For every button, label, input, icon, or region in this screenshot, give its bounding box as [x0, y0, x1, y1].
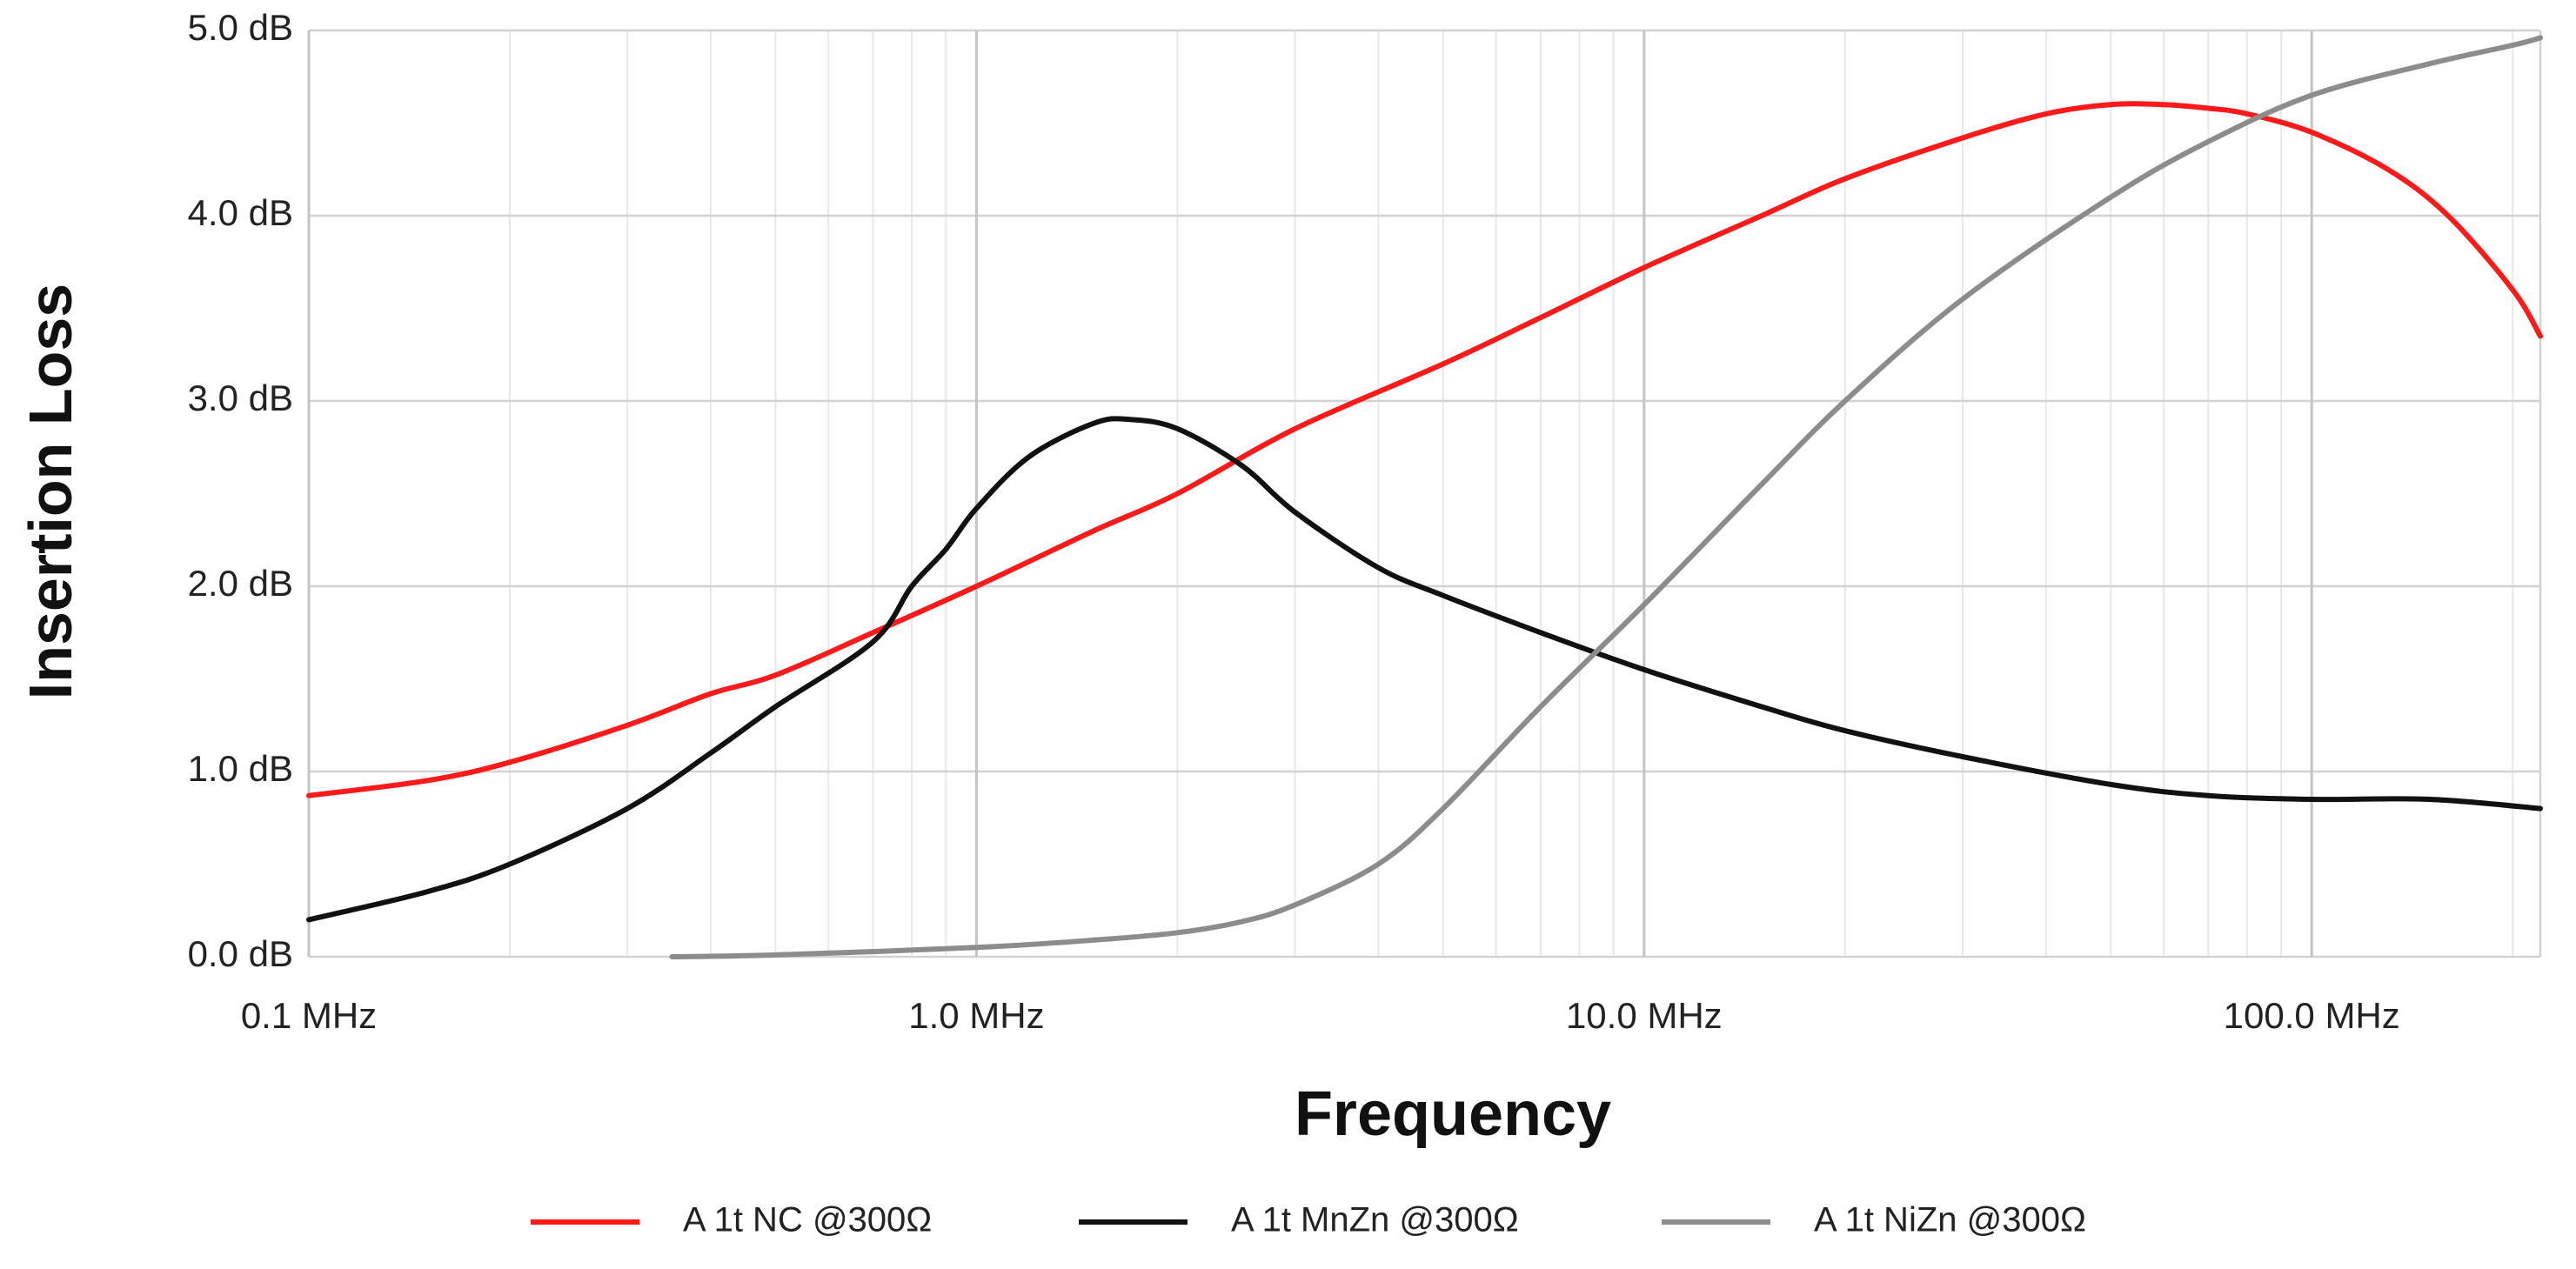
y-tick-label: 0.0 dB	[188, 933, 293, 974]
series-nizn-line	[669, 35, 2543, 959]
legend-label: A 1t NC @300Ω	[683, 1201, 932, 1239]
legend-label: A 1t MnZn @300Ω	[1231, 1201, 1519, 1239]
x-tick-label: 0.1 MHz	[241, 995, 377, 1036]
major-gridlines	[307, 29, 2542, 958]
x-axis-title: Frequency	[1295, 1079, 1611, 1149]
legend: A 1t NC @300Ω A 1t MnZn @300Ω A 1t NiZn @3…	[531, 1201, 2086, 1239]
y-tick-label: 2.0 dB	[188, 563, 293, 604]
y-tick-label: 4.0 dB	[188, 192, 293, 233]
x-tick-label: 100.0 MHz	[2224, 995, 2400, 1036]
minor-gridlines	[509, 30, 2514, 957]
y-tick-label: 1.0 dB	[188, 748, 293, 789]
x-tick-label: 10.0 MHz	[1566, 995, 1723, 1036]
y-tick-label: 3.0 dB	[188, 377, 293, 418]
series-nc-line	[306, 101, 2543, 798]
y-axis-title: Insertion Loss	[17, 284, 84, 699]
y-tick-label: 5.0 dB	[188, 7, 293, 48]
series-mnzn-line	[306, 416, 2543, 923]
series-lines	[306, 35, 2543, 959]
x-tick-labels: 0.1 MHz 1.0 MHz 10.0 MHz 100.0 MHz	[241, 995, 2400, 1036]
legend-label: A 1t NiZn @300Ω	[1814, 1201, 2086, 1239]
x-tick-label: 1.0 MHz	[908, 995, 1044, 1036]
y-tick-labels: 0.0 dB 1.0 dB 2.0 dB 3.0 dB 4.0 dB 5.0 dB	[188, 7, 293, 974]
